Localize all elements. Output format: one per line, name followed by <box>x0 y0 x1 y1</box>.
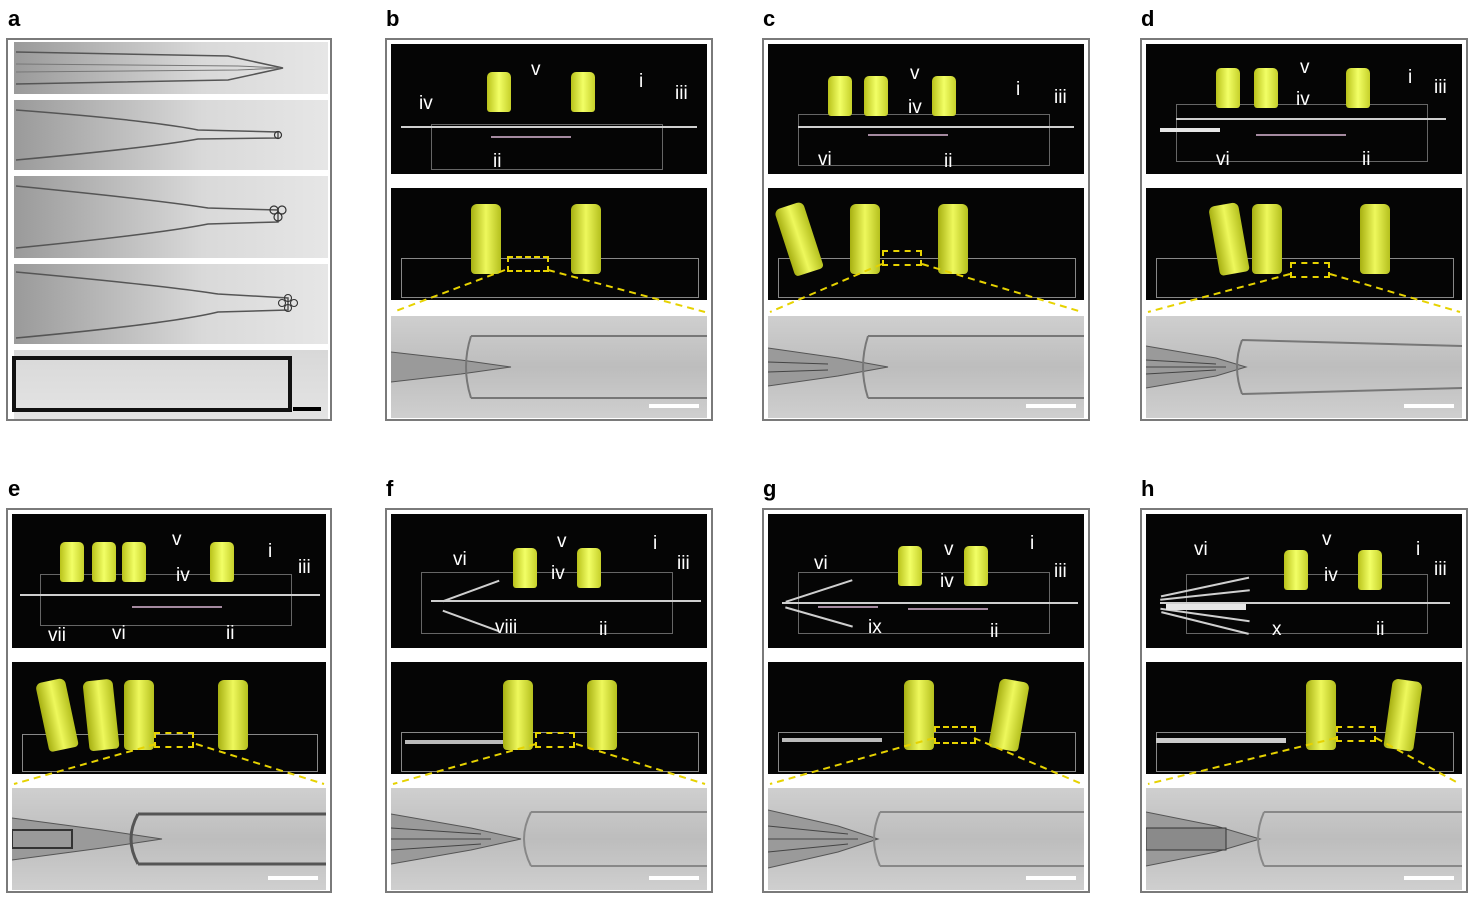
panel-label-d: d <box>1141 6 1155 31</box>
annotation-iv: iv <box>940 571 954 592</box>
annotation-iii: iii <box>1054 87 1067 108</box>
panel-h-device-side-view <box>1146 662 1462 774</box>
panel-label-c: c <box>763 6 776 31</box>
annotation-iii: iii <box>1054 561 1067 582</box>
capillary-image-2 <box>14 100 328 170</box>
annotation-vi: vi <box>814 553 828 574</box>
annotation-ii: ii <box>226 623 235 644</box>
panel-h-device-top-view: vi v i iii iv x ii <box>1146 514 1462 648</box>
panel-g-micrograph <box>768 788 1084 890</box>
annotation-ii: ii <box>493 151 502 172</box>
panel-f-device-top-view: vi v i iii iv viii ii <box>391 514 707 648</box>
annotation-iv: iv <box>419 93 433 114</box>
annotation-i: i <box>1416 539 1421 560</box>
panel-e-device-side-view <box>12 662 326 774</box>
capillary-image-3 <box>14 176 328 258</box>
panel-b-frame: v i iii iv ii <box>385 38 713 421</box>
annotation-iv: iv <box>551 563 565 584</box>
panel-e-device-top-view: v i iii iv vii vi ii <box>12 514 326 648</box>
annotation-v: v <box>944 539 954 560</box>
panel-c-frame: v i iii iv vi ii <box>762 38 1090 421</box>
annotation-vi: vi <box>818 149 832 170</box>
scale-bar <box>268 876 318 880</box>
annotation-vi: vi <box>453 549 467 570</box>
scale-bar <box>1404 876 1454 880</box>
annotation-iii: iii <box>298 557 311 578</box>
panel-label-f: f <box>386 476 394 501</box>
highlight-box <box>507 256 549 272</box>
annotation-iv: iv <box>1324 565 1338 586</box>
annotation-i: i <box>268 541 273 562</box>
annotation-ii: ii <box>1362 149 1371 170</box>
panel-f-frame: vi v i iii iv viii ii <box>385 508 713 893</box>
panel-e-frame: v i iii iv vii vi ii <box>6 508 332 893</box>
annotation-ii: ii <box>944 151 953 172</box>
needle-hub <box>571 72 595 112</box>
annotation-vi: vi <box>112 623 126 644</box>
annotation-iii: iii <box>1434 77 1447 98</box>
annotation-v: v <box>1322 529 1332 550</box>
annotation-i: i <box>1408 67 1413 88</box>
annotation-v: v <box>1300 57 1310 78</box>
annotation-v: v <box>172 529 182 550</box>
panel-c-micrograph <box>768 316 1084 418</box>
annotation-ii: ii <box>990 621 999 642</box>
annotation-iv: iv <box>908 97 922 118</box>
scale-bar <box>293 407 321 411</box>
panel-h-frame: vi v i iii iv x ii <box>1140 508 1468 893</box>
panel-c-device-top-view: v i iii iv vi ii <box>768 44 1084 174</box>
scale-bar <box>1404 404 1454 408</box>
annotation-vi: vi <box>1194 539 1208 560</box>
panel-g-frame: vi v i iii iv ix ii <box>762 508 1090 893</box>
scale-bar <box>1026 404 1076 408</box>
panel-d-micrograph <box>1146 316 1462 418</box>
annotation-iii: iii <box>675 83 688 104</box>
panel-e-micrograph <box>12 788 326 890</box>
annotation-i: i <box>1016 79 1021 100</box>
panel-f-device-side-view <box>391 662 707 774</box>
capillary-outlines <box>12 51 299 412</box>
annotation-ix: ix <box>868 617 882 638</box>
scale-bar <box>1026 876 1076 880</box>
annotation-iii: iii <box>1434 559 1447 580</box>
annotation-vii: vii <box>48 625 66 646</box>
panel-label-h: h <box>1141 476 1155 501</box>
panel-g-device-top-view: vi v i iii iv ix ii <box>768 514 1084 648</box>
annotation-ii: ii <box>1376 619 1385 640</box>
annotation-viii: viii <box>495 617 518 638</box>
panel-label-a: a <box>8 6 21 31</box>
annotation-v: v <box>910 63 920 84</box>
panel-b-device-side-view <box>391 188 707 300</box>
annotation-iii: iii <box>677 553 690 574</box>
panel-g-device-side-view <box>768 662 1084 774</box>
scale-bar <box>649 876 699 880</box>
panel-a-frame <box>6 38 332 421</box>
annotation-iv: iv <box>176 565 190 586</box>
panel-d-device-side-view <box>1146 188 1462 300</box>
annotation-v: v <box>531 59 541 80</box>
annotation-x: x <box>1272 619 1282 640</box>
annotation-ii: ii <box>599 619 608 640</box>
panel-label-e: e <box>8 476 21 501</box>
annotation-i: i <box>1030 533 1035 554</box>
panel-d-frame: v i iii iv vi ii <box>1140 38 1468 421</box>
panel-h-micrograph <box>1146 788 1462 890</box>
annotation-v: v <box>557 531 567 552</box>
panel-f-micrograph <box>391 788 707 890</box>
scale-bar <box>649 404 699 408</box>
panel-c-device-side-view <box>768 188 1084 300</box>
annotation-i: i <box>653 533 658 554</box>
annotation-iv: iv <box>1296 89 1310 110</box>
needle-hub <box>487 72 511 112</box>
annotation-vi: vi <box>1216 149 1230 170</box>
panel-b-device-top-view: v i iii iv ii <box>391 44 707 174</box>
panel-label-b: b <box>386 6 400 31</box>
panel-b-micrograph <box>391 316 707 418</box>
capillary-image-5 <box>14 350 328 419</box>
annotation-i: i <box>639 71 644 92</box>
panel-label-g: g <box>763 476 777 501</box>
panel-d-device-top-view: v i iii iv vi ii <box>1146 44 1462 174</box>
